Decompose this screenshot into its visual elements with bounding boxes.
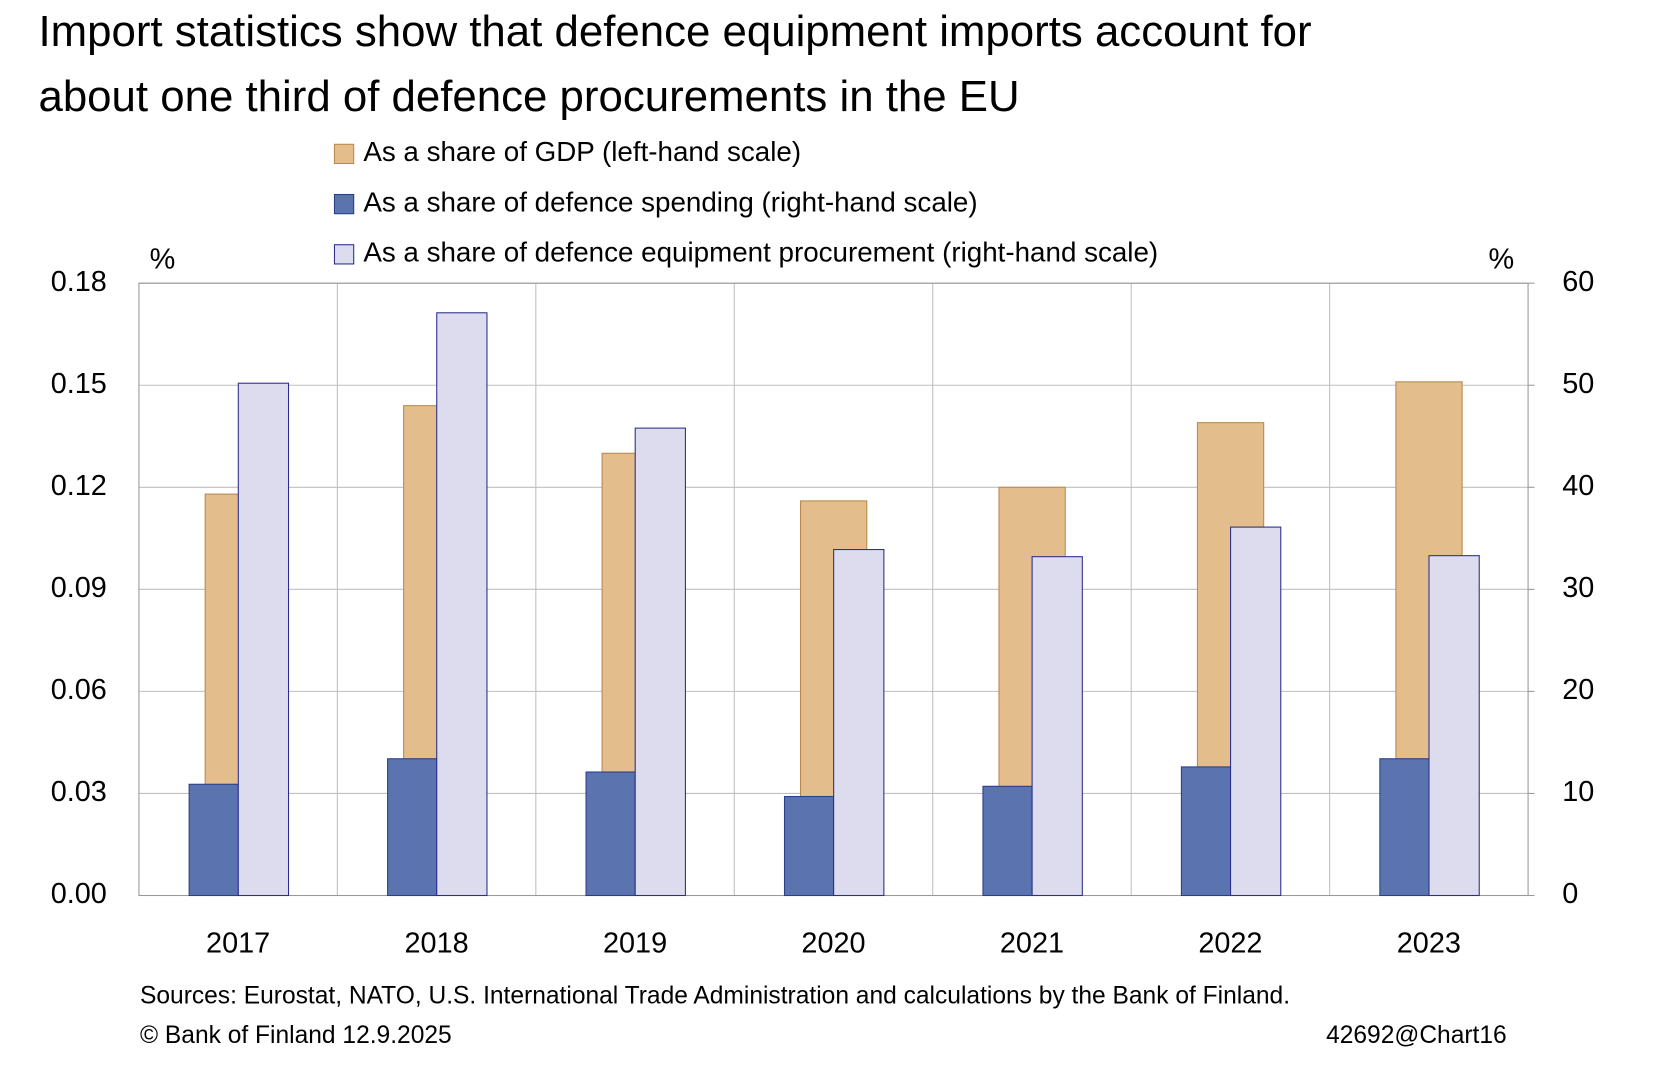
chart-id: 42692@Chart16 <box>1326 1022 1507 1049</box>
y-tick-label: 0.09 <box>51 572 107 604</box>
bar <box>1031 556 1083 897</box>
x-tick-label: 2022 <box>1198 927 1262 959</box>
x-tick-label: 2018 <box>405 927 469 959</box>
y2-tick-label: 20 <box>1562 674 1594 706</box>
y-tick-label: 0.15 <box>51 368 107 400</box>
legend-swatch <box>333 244 355 265</box>
y-tick-label: 0.00 <box>51 878 107 910</box>
source-note: Sources: Eurostat, NATO, U.S. Internatio… <box>140 982 1290 1009</box>
y2-tick-label: 60 <box>1562 266 1594 298</box>
y-tick-label: 0.03 <box>51 776 107 808</box>
y2-tick-label: 10 <box>1562 776 1594 808</box>
legend-label: As a share of GDP (left-hand scale) <box>363 136 801 167</box>
y-tick-label: 0.12 <box>51 470 107 502</box>
y-axis-unit: % <box>150 243 176 275</box>
x-tick-label: 2021 <box>1000 927 1064 959</box>
bar <box>982 785 1033 897</box>
y2-tick-label: 50 <box>1562 368 1594 400</box>
chart-title: about one third of defence procurements … <box>38 72 1019 121</box>
bar <box>188 783 239 897</box>
bar <box>833 549 885 897</box>
y2-tick-label: 40 <box>1562 470 1594 502</box>
bar <box>436 312 488 897</box>
bar <box>387 758 438 897</box>
legend-swatch <box>333 193 355 215</box>
bar <box>1379 758 1430 897</box>
bar <box>634 427 686 897</box>
y-tick-label: 0.18 <box>51 266 107 298</box>
x-tick-label: 2020 <box>801 927 865 959</box>
chart-title: Import statistics show that defence equi… <box>38 7 1311 56</box>
legend-label: As a share of defence equipment procurem… <box>363 237 1158 268</box>
copyright-note: © Bank of Finland 12.9.2025 <box>140 1022 452 1049</box>
y2-axis-unit: % <box>1489 243 1515 275</box>
bar <box>1230 526 1282 897</box>
x-tick-label: 2017 <box>206 927 270 959</box>
legend-label: As a share of defence spending (right-ha… <box>363 186 977 217</box>
y2-tick-label: 0 <box>1562 878 1578 910</box>
bar <box>585 771 636 897</box>
bar <box>1180 766 1232 897</box>
bar <box>237 382 290 897</box>
x-tick-label: 2023 <box>1397 927 1461 959</box>
y2-tick-label: 30 <box>1562 572 1594 604</box>
bar <box>1428 555 1480 897</box>
x-tick-label: 2019 <box>603 927 667 959</box>
legend-swatch <box>333 143 355 165</box>
bar <box>783 795 835 897</box>
y-tick-label: 0.06 <box>51 674 107 706</box>
